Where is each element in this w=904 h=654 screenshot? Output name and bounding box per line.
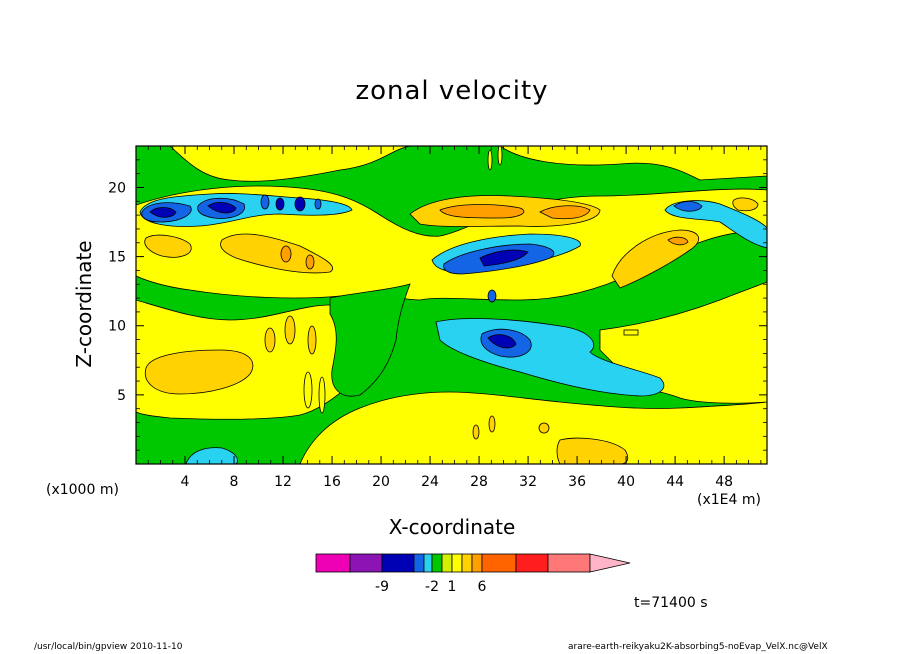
colorbar-swatch	[481, 553, 517, 573]
contour-band	[299, 391, 767, 464]
contour-band	[556, 437, 629, 464]
contour-band	[294, 196, 306, 212]
footer-right-text: arare-earth-reikyaku2K-absorbing5-noEvap…	[568, 642, 828, 652]
y-tick-label: 15	[108, 250, 126, 266]
y-tick-label: 10	[108, 319, 126, 335]
colorbar-swatch	[547, 553, 591, 573]
contour-band	[664, 200, 767, 249]
contour-band	[732, 197, 759, 212]
colorbar-swatch	[413, 553, 425, 573]
contour-band	[144, 234, 192, 258]
x-tick-label: 28	[470, 474, 488, 490]
x-axis-unit-right: (x1E4 m)	[697, 492, 761, 508]
x-tick-label: 36	[568, 474, 586, 490]
contour-band	[275, 197, 285, 211]
contour-band	[539, 205, 591, 220]
plot-frame	[135, 145, 768, 465]
contour-band	[439, 204, 525, 219]
contour-band	[303, 371, 313, 409]
contour-band	[307, 325, 317, 355]
contour-band	[497, 146, 503, 166]
contour-field	[136, 146, 767, 464]
contour-band	[280, 245, 292, 263]
contour-band	[220, 233, 333, 274]
contour-band	[185, 447, 238, 464]
colorbar-swatch	[461, 553, 473, 573]
time-label: t=71400 s	[634, 595, 708, 611]
x-axis: 4 8 12 16 20 24 28 32 36 40 44 48	[147, 146, 762, 490]
contour-band	[207, 202, 237, 214]
colorbar-swatch	[451, 553, 463, 573]
colorbar-swatch	[315, 553, 351, 573]
colorbar-label: 1	[448, 579, 457, 595]
x-tick-label: 44	[666, 474, 684, 490]
contour-band	[488, 415, 496, 433]
contour-band	[264, 327, 276, 353]
contour-band	[284, 315, 296, 345]
y-tick-label: 5	[117, 388, 126, 404]
contour-band	[538, 422, 550, 434]
colorbar-swatch	[349, 553, 383, 573]
colorbar-swatch	[441, 553, 453, 573]
contour-band	[169, 146, 767, 182]
x-tick-label: 20	[372, 474, 390, 490]
colorbar-label: 6	[478, 579, 487, 595]
contour-band	[260, 194, 270, 210]
x-tick-label: 40	[617, 474, 635, 490]
colorbar-swatch	[381, 553, 415, 573]
contour-band	[487, 334, 517, 349]
x-axis-unit-left: (x1000 m)	[46, 482, 119, 498]
contour-band	[667, 236, 689, 246]
x-tick-label: 24	[421, 474, 439, 490]
x-axis-label: X-coordinate	[388, 515, 516, 539]
colorbar-arrow	[589, 553, 631, 573]
x-tick-label: 32	[519, 474, 537, 490]
contour-band	[472, 424, 480, 440]
contour-band	[149, 207, 177, 218]
colorbar: -9 -2 1 6	[315, 553, 631, 595]
y-axis-label: Z-coordinate	[72, 240, 96, 368]
colorbar-label: -2	[425, 579, 439, 595]
contour-band	[305, 254, 315, 270]
contour-band	[487, 149, 493, 171]
y-axis: 5 10 15 20	[108, 159, 767, 451]
colorbar-label: -9	[375, 579, 389, 595]
colorbar-swatch	[515, 553, 549, 573]
contour-band	[329, 283, 411, 397]
contour-band	[487, 289, 497, 303]
colorbar-swatch	[431, 553, 443, 573]
contour-band	[318, 376, 326, 414]
contour-band	[623, 329, 639, 336]
contour-band	[673, 201, 703, 212]
colorbar-swatch	[423, 553, 433, 573]
x-tick-label: 12	[274, 474, 292, 490]
contour-band	[144, 349, 254, 395]
chart-title: zonal velocity	[355, 76, 549, 106]
x-tick-label: 16	[323, 474, 341, 490]
x-tick-label: 48	[715, 474, 733, 490]
colorbar-swatch	[471, 553, 483, 573]
contour-band	[314, 198, 322, 210]
footer-left-text: /usr/local/bin/gpview 2010-11-10	[34, 642, 183, 652]
contour-band	[479, 249, 529, 267]
y-tick-label: 20	[108, 180, 126, 196]
x-tick-label: 8	[230, 474, 239, 490]
x-tick-label: 4	[181, 474, 190, 490]
